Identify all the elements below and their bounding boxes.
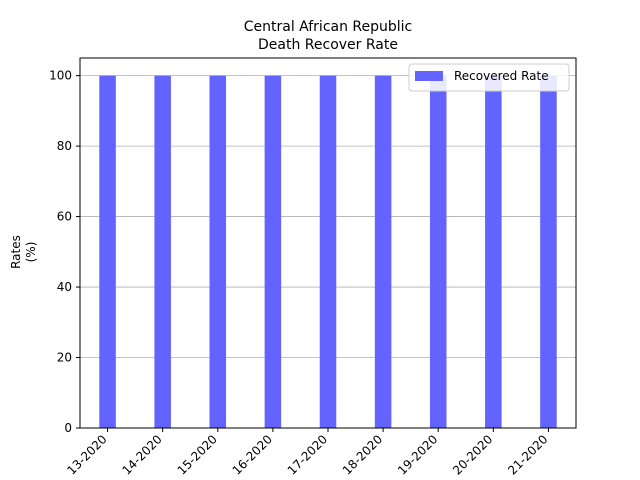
y-axis-ticks: 0 20 40 60 80 100 <box>49 69 80 435</box>
chart-title-line-2: Death Recover Rate <box>258 37 398 53</box>
y-tick-label: 80 <box>57 139 72 153</box>
bar <box>374 75 392 428</box>
x-tick-label: 19-2020 <box>395 432 440 477</box>
legend: Recovered Rate <box>408 63 570 92</box>
x-axis-ticks: 13-2020 14-2020 15-2020 16-2020 17-2020 18-20… <box>64 428 551 478</box>
x-tick-label: 16-2020 <box>230 432 275 477</box>
legend-swatch-recovered-rate <box>415 71 443 81</box>
x-tick-label: 21-2020 <box>505 432 550 477</box>
bars <box>99 75 557 428</box>
x-tick-label: 14-2020 <box>119 432 164 477</box>
y-axis-label: Rates (%) <box>9 235 38 269</box>
y-tick-label: 20 <box>57 351 72 365</box>
legend-box <box>408 63 570 92</box>
bar <box>485 75 502 428</box>
bar <box>209 75 227 428</box>
bar <box>319 75 337 428</box>
x-tick-label: 17-2020 <box>285 432 330 477</box>
y-tick-label: 0 <box>64 421 72 435</box>
legend-label-recovered-rate: Recovered Rate <box>454 69 549 83</box>
x-tick-label: 13-2020 <box>64 432 109 477</box>
bar <box>154 75 171 428</box>
bar <box>540 75 557 428</box>
chart-title-line-1: Central African Republic <box>244 19 413 35</box>
y-tick-label: 60 <box>57 210 72 224</box>
y-axis-label-line-1: Rates <box>9 235 23 269</box>
bar <box>264 75 282 428</box>
bar <box>429 75 447 428</box>
x-tick-label: 20-2020 <box>450 432 495 477</box>
y-tick-label: 40 <box>57 280 72 294</box>
y-axis-label-line-2: (%) <box>24 242 38 263</box>
bar <box>99 75 116 428</box>
x-tick-label: 18-2020 <box>340 432 385 477</box>
x-tick-label: 15-2020 <box>175 432 220 477</box>
y-tick-label: 100 <box>49 69 72 83</box>
